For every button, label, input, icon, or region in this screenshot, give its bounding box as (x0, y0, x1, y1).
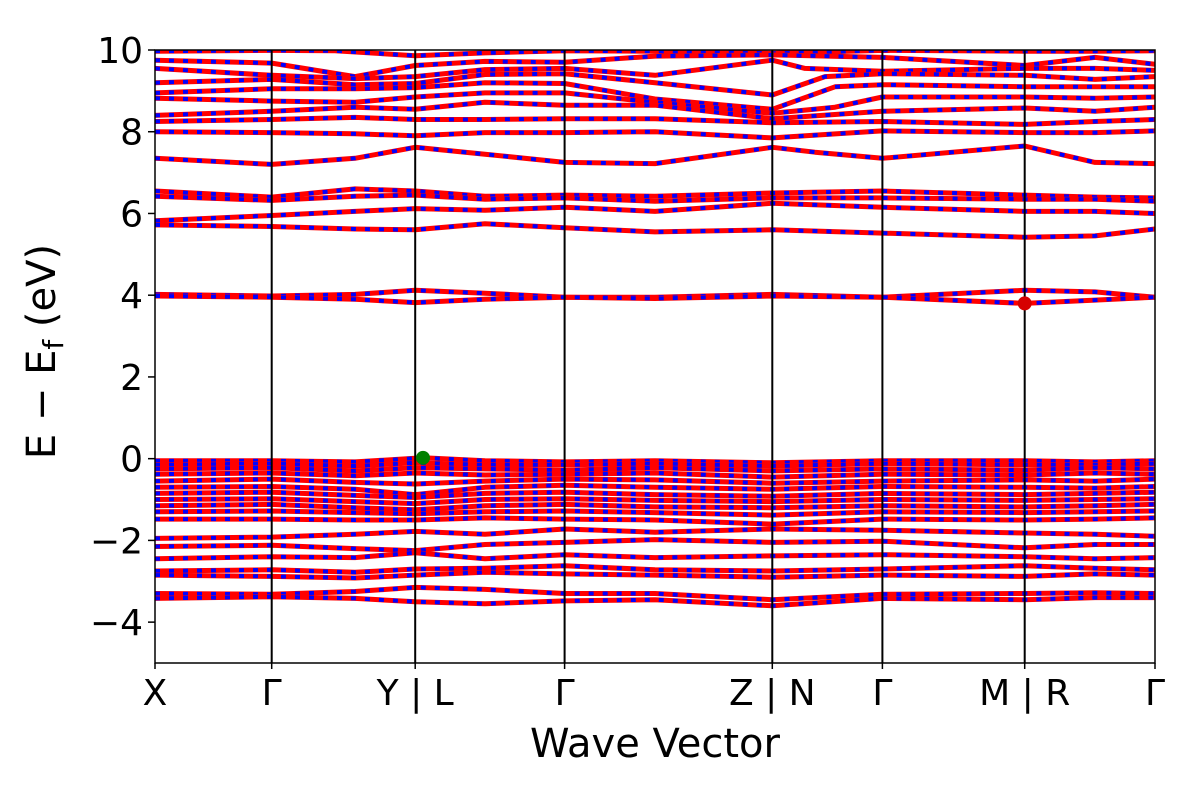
conduction-band-14-spin-down (155, 288, 1155, 300)
x-axis-title: Wave Vector (530, 721, 781, 767)
conduction-band-6-spin-down (155, 100, 1155, 121)
conduction-band-10-spin-down (155, 186, 1155, 200)
y-axis-title-unit: (eV) (19, 244, 65, 340)
x-tick-label-2: Y | L (376, 673, 454, 714)
conduction-band-9-spin-down (155, 143, 1155, 167)
valence-band-10-spin-up (155, 515, 1155, 527)
valence-band-6-spin-up (155, 489, 1155, 500)
valence-band-10-spin-down (155, 515, 1155, 527)
y-tick-label-3: 2 (120, 358, 143, 399)
y-axis: −4 −2 0 2 4 6 8 10 (90, 31, 155, 644)
valence-band-3-spin-down (155, 470, 1155, 480)
cbm-marker (1017, 296, 1032, 311)
valence-band-2-spin-down (155, 465, 1155, 473)
vbm-marker (416, 450, 430, 465)
valence-band-14-spin-down (155, 563, 1155, 575)
y-tick-label-7: 10 (97, 31, 143, 72)
conduction-band-15-spin-down (155, 293, 1155, 306)
valence-band-4-spin-up (155, 476, 1155, 487)
plot-frame (154, 49, 1156, 664)
valence-band-15-spin-down (155, 570, 1155, 581)
y-tick-label-2: 0 (120, 440, 143, 481)
x-tick-label-0: X (143, 673, 168, 714)
valence-band-4-spin-down (155, 477, 1155, 487)
conduction-band-13-spin-up (155, 221, 1155, 240)
x-tick-label-3: Γ (555, 673, 575, 714)
conduction-band-12-spin-down (155, 201, 1155, 223)
valence-band-8-spin-up (155, 501, 1155, 513)
valence-band-14-spin-up (155, 563, 1155, 575)
valence-band-12-spin-up (155, 537, 1155, 554)
x-tick-label-7: Γ (1145, 673, 1165, 714)
y-tick-label-5: 6 (120, 194, 143, 235)
conduction-band-11-spin-down (155, 193, 1155, 204)
y-axis-title-main: E − E (19, 350, 65, 460)
valence-band-2-spin-up (155, 465, 1155, 474)
valence-band-16-spin-down (155, 585, 1155, 602)
valence-band-9-spin-down (155, 508, 1155, 518)
x-tick-label-1: Γ (262, 673, 282, 714)
valence-band-3-spin-up (155, 470, 1155, 480)
extrema-markers (416, 296, 1032, 465)
valence-band-8-spin-down (155, 502, 1155, 512)
x-tick-label-5: Γ (872, 673, 892, 714)
conduction-band-12-spin-up (155, 200, 1155, 224)
valence-band-13-spin-up (155, 550, 1155, 562)
conduction-band-8-spin-down (155, 128, 1155, 140)
valence-band-11-spin-down (155, 526, 1155, 541)
valence-band-12-spin-down (155, 537, 1155, 553)
conduction-band-13-spin-down (155, 221, 1155, 240)
x-tick-label-4: Z | N (729, 673, 816, 714)
y-axis-title: E − Ef (eV) (19, 244, 70, 459)
valence-band-7-spin-down (155, 496, 1155, 506)
valence-band-6-spin-down (155, 490, 1155, 500)
valence-band-5-spin-down (155, 483, 1155, 497)
conduction-band-1-spin-down (155, 52, 1155, 79)
conduction-band-15-spin-up (155, 293, 1155, 306)
y-tick-label-4: 4 (120, 276, 143, 317)
kpoint-lines (270, 50, 1026, 663)
y-tick-label-6: 8 (120, 113, 143, 154)
valence-band-13-spin-down (155, 550, 1155, 561)
conduction-band-4-spin-down (155, 80, 1155, 112)
conduction-band-7-spin-down (155, 115, 1155, 127)
bands-layer (155, 50, 1155, 609)
x-tick-label-6: M | R (979, 673, 1070, 714)
valence-band-0-spin-down (155, 455, 1155, 465)
conduction-band-7-spin-up (155, 114, 1155, 127)
conduction-band-8-spin-up (155, 128, 1155, 141)
y-axis-title-subscript: f (37, 339, 70, 350)
valence-band-7-spin-up (155, 496, 1155, 507)
valence-band-17-spin-down (155, 594, 1155, 608)
valence-band-11-spin-up (155, 526, 1155, 541)
y-tick-label-0: −4 (90, 603, 143, 644)
valence-band-1-spin-down (155, 460, 1155, 469)
y-tick-label-1: −2 (90, 521, 143, 562)
valence-band-9-spin-up (155, 508, 1155, 518)
valence-band-17-spin-up (155, 594, 1155, 609)
conduction-band-3-spin-down (155, 71, 1155, 98)
x-axis: X Γ Y | L Γ Z | N Γ M | R Γ (143, 663, 1165, 714)
